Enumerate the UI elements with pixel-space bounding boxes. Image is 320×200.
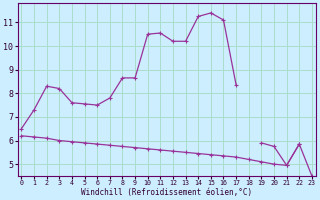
X-axis label: Windchill (Refroidissement éolien,°C): Windchill (Refroidissement éolien,°C) <box>81 188 252 197</box>
